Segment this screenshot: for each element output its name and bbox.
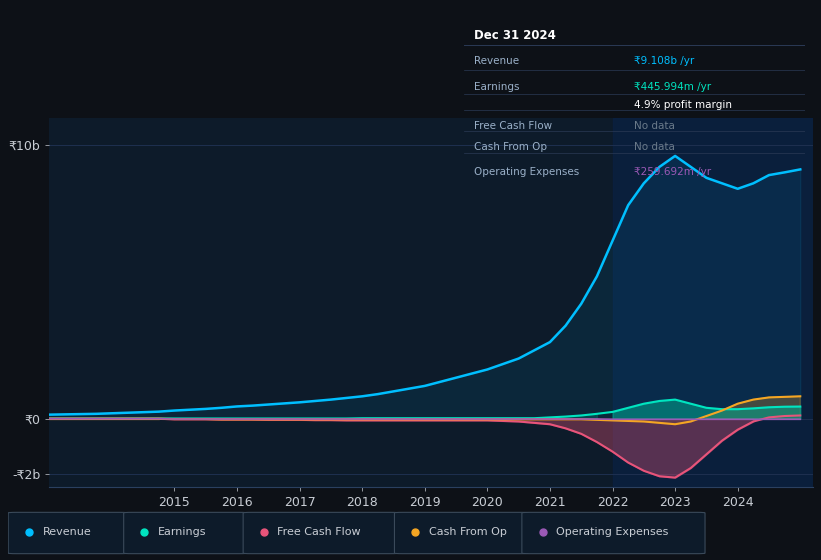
Text: Revenue: Revenue	[43, 527, 91, 537]
Text: Free Cash Flow: Free Cash Flow	[277, 527, 361, 537]
Text: Free Cash Flow: Free Cash Flow	[474, 121, 553, 131]
Text: Earnings: Earnings	[474, 82, 520, 92]
Text: Cash From Op: Cash From Op	[429, 527, 507, 537]
FancyBboxPatch shape	[394, 512, 528, 554]
Text: Cash From Op: Cash From Op	[474, 142, 547, 152]
Bar	[612, 118, 813, 487]
Text: No data: No data	[635, 142, 675, 152]
FancyBboxPatch shape	[243, 512, 398, 554]
Text: No data: No data	[635, 121, 675, 131]
FancyBboxPatch shape	[522, 512, 705, 554]
FancyBboxPatch shape	[124, 512, 247, 554]
Text: ₹9.108b /yr: ₹9.108b /yr	[635, 55, 695, 66]
Text: Operating Expenses: Operating Expenses	[474, 167, 580, 177]
Text: Earnings: Earnings	[158, 527, 206, 537]
Text: Operating Expenses: Operating Expenses	[556, 527, 668, 537]
Text: ₹259.692m /yr: ₹259.692m /yr	[635, 167, 711, 177]
FancyBboxPatch shape	[8, 512, 128, 554]
Text: Revenue: Revenue	[474, 55, 519, 66]
Text: Dec 31 2024: Dec 31 2024	[474, 29, 556, 42]
Text: ₹445.994m /yr: ₹445.994m /yr	[635, 82, 711, 92]
Text: 4.9% profit margin: 4.9% profit margin	[635, 100, 732, 110]
